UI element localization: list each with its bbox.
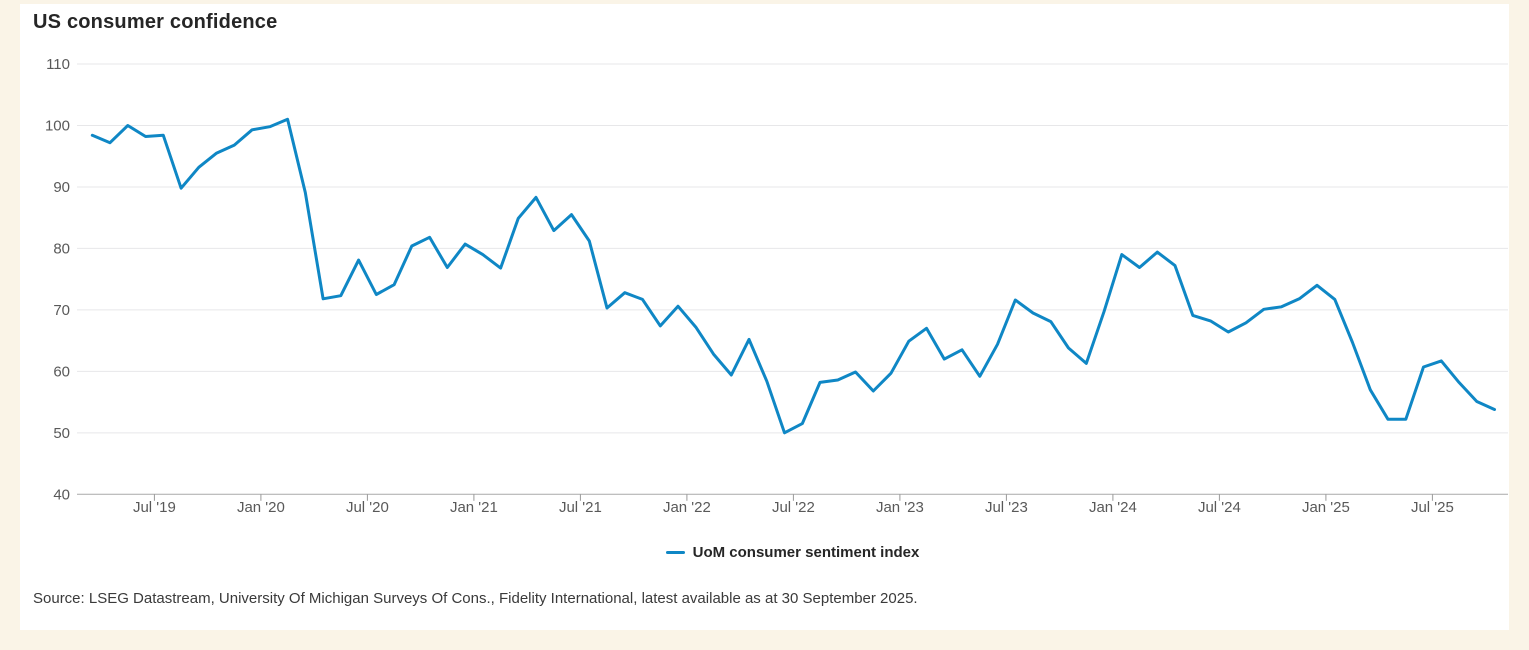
legend-line-swatch [665, 551, 685, 554]
y-tick-label: 100 [45, 117, 70, 134]
x-tick-label: Jan '25 [1302, 499, 1350, 516]
series-line [90, 117, 1496, 435]
x-tick-label: Jul '25 [1411, 499, 1454, 516]
chart-panel [20, 4, 1509, 630]
x-tick-label: Jul '20 [346, 499, 389, 516]
x-tick-label: Jan '22 [663, 499, 711, 516]
x-tick-label: Jul '22 [772, 499, 815, 516]
x-tick-label: Jan '20 [237, 499, 285, 516]
x-tick-label: Jan '23 [876, 499, 924, 516]
source-note: Source: LSEG Datastream, University Of M… [33, 590, 918, 607]
x-tick-label: Jan '24 [1089, 499, 1137, 516]
legend-item[interactable]: UoM consumer sentiment index [77, 544, 1508, 561]
x-tick-label: Jul '24 [1198, 499, 1241, 516]
y-tick-label: 50 [53, 425, 70, 442]
y-tick-label: 90 [53, 179, 70, 196]
y-tick-label: 60 [53, 363, 70, 380]
x-tick-label: Jul '21 [559, 499, 602, 516]
x-tick-label: Jul '23 [985, 499, 1028, 516]
y-tick-label: 80 [53, 240, 70, 257]
legend-label: UoM consumer sentiment index [692, 544, 920, 561]
y-tick-label: 40 [53, 486, 70, 503]
y-tick-label: 110 [46, 56, 70, 73]
x-tick-label: Jan '21 [450, 499, 498, 516]
x-tick-label: Jul '19 [133, 499, 176, 516]
y-tick-label: 70 [53, 302, 70, 319]
page-title: US consumer confidence [33, 11, 278, 33]
